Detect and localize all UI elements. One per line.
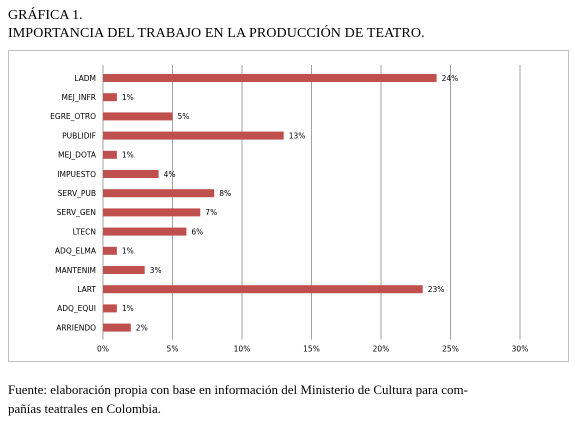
value-labels: 24% 1% 5% 13% 1% 4% 8% 7% 6% 1% 3% 23% 1% 2% — [122, 74, 458, 333]
x-tick-label: 10% — [234, 345, 251, 354]
bars — [103, 74, 437, 332]
figure-label: GRÁFICA 1. — [8, 8, 83, 23]
category-label: IMPUESTO — [57, 170, 96, 179]
category-label: ADQ_EQUI — [57, 304, 96, 313]
value-label: 23% — [428, 285, 445, 294]
category-label: ARRIENDO — [56, 323, 96, 332]
value-label: 1% — [122, 93, 134, 102]
chart-container: LADM MEJ_INFR EGRE_OTRO PUBLIDIF MEJ_DOTA IMP… — [8, 50, 569, 362]
bar — [103, 246, 117, 255]
value-label: 6% — [191, 227, 203, 236]
category-label: SERV_PUB — [58, 189, 96, 198]
value-label: 7% — [205, 208, 217, 217]
category-label: MEJ_INFR — [61, 93, 96, 102]
x-tick-label: 30% — [512, 345, 529, 354]
value-label: 1% — [122, 304, 134, 313]
bar — [103, 170, 159, 178]
bar — [103, 189, 215, 198]
bar — [103, 93, 117, 102]
bar — [103, 208, 201, 217]
category-label: MANTENIM — [55, 266, 96, 275]
value-label: 2% — [136, 323, 148, 332]
value-label: 24% — [442, 74, 459, 83]
category-label: EGRE_OTRO — [50, 112, 96, 121]
bar — [103, 266, 145, 274]
value-label: 1% — [122, 247, 134, 256]
value-label: 5% — [178, 112, 190, 121]
footnote-line-1: Fuente: elaboración propia con base en i… — [8, 382, 468, 397]
category-label: LTECN — [73, 227, 96, 236]
x-tick-labels: 0% 5% 10% 15% 20% 25% 30% — [97, 345, 528, 354]
category-label: ADQ_ELMA — [55, 247, 97, 256]
value-label: 8% — [219, 189, 231, 198]
category-label: SERV_GEN — [57, 208, 96, 217]
bar — [103, 227, 187, 236]
x-tick-label: 0% — [97, 345, 109, 354]
x-tick-label: 25% — [442, 345, 459, 354]
category-label: LART — [77, 285, 96, 294]
x-tick-label: 20% — [373, 345, 390, 354]
value-label: 13% — [289, 131, 306, 140]
bar-chart: LADM MEJ_INFR EGRE_OTRO PUBLIDIF MEJ_DOTA IMP… — [50, 65, 528, 354]
figure-title: IMPORTANCIA DEL TRABAJO EN LA PRODUCCIÓN… — [8, 26, 425, 41]
category-label: MEJ_DOTA — [58, 151, 97, 160]
category-labels: LADM MEJ_INFR EGRE_OTRO PUBLIDIF MEJ_DOTA IMP… — [50, 74, 97, 333]
value-label: 1% — [122, 151, 134, 160]
bar — [103, 112, 173, 121]
bar — [103, 74, 437, 82]
x-tick-label: 5% — [167, 345, 179, 354]
footnote-line-2: pañías teatrales en Colombia. — [8, 401, 162, 416]
bar — [103, 150, 117, 159]
value-label: 3% — [150, 266, 162, 275]
bar — [103, 323, 131, 332]
bar — [103, 131, 284, 140]
category-label: PUBLIDIF — [62, 131, 96, 140]
gridlines — [102, 65, 521, 340]
value-label: 4% — [164, 170, 176, 179]
bar — [103, 304, 117, 313]
source-footnote: Fuente: elaboración propia con base en i… — [8, 380, 568, 418]
x-tick-label: 15% — [303, 345, 320, 354]
bar — [103, 285, 423, 294]
category-label: LADM — [74, 74, 96, 83]
